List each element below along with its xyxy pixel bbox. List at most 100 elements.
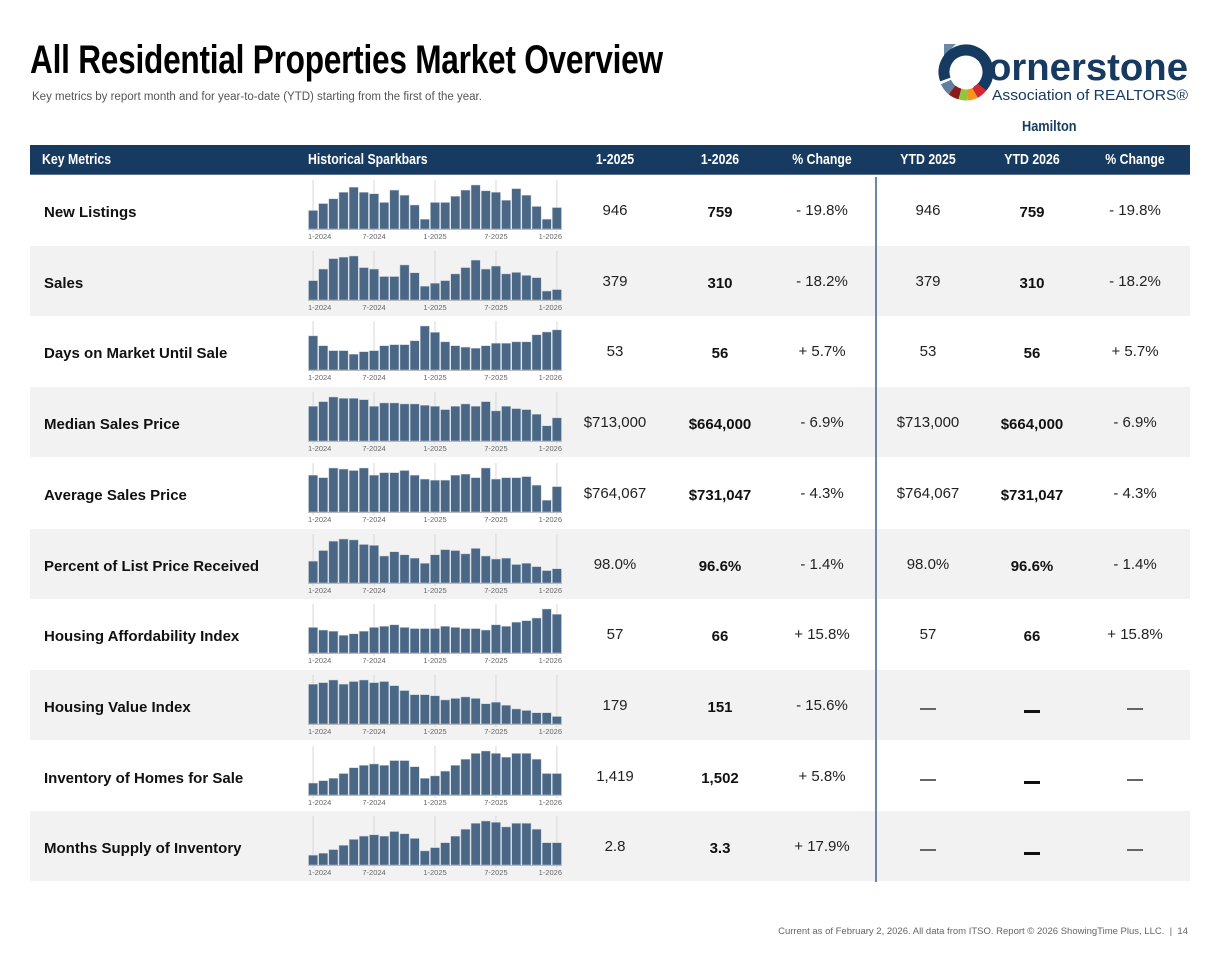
table-row: Months Supply of Inventory 1-2024 7-2024 1-…: [30, 811, 1190, 882]
sparkbar-bar: [338, 683, 349, 725]
value-ytd-2025: [878, 700, 978, 717]
sparkbar-bar: [399, 759, 410, 795]
sparkbar-bar: [409, 474, 420, 513]
sparkbar-bar: [420, 777, 430, 795]
value-month-2026: 3.3: [709, 840, 731, 858]
region-label: Hamilton: [1022, 118, 1077, 135]
value-month-2025: 53: [606, 343, 624, 361]
sparkbar-axis-label: 1-2025: [423, 515, 446, 523]
metric-label: New Listings: [44, 204, 137, 221]
sparkbar-axis-label: 1-2024: [308, 373, 331, 381]
sparkbar-bar: [389, 685, 400, 725]
sparkbar-bar: [308, 560, 318, 583]
sparkbar-bar: [389, 831, 400, 866]
sparkbar-axis-label: 1-2025: [423, 303, 446, 311]
sparkbar-bar: [460, 628, 471, 654]
value-ytd-change: - 6.9%: [1113, 414, 1157, 432]
sparkbar-bar: [318, 268, 329, 300]
sparkbar-bar: [511, 563, 522, 583]
sparkbar-bar: [470, 628, 481, 654]
sparkbar-bar: [399, 833, 410, 866]
page-title: All Residential Properties Market Overvi…: [30, 38, 663, 82]
sparkbar-bar: [480, 401, 491, 442]
sparkbar-bar: [409, 838, 420, 866]
value-month-change: + 5.7%: [798, 343, 846, 361]
table-row: Sales 1-2024 7-2024 1-2025 7-2025 1-2026 379 31…: [30, 245, 1190, 316]
sparkbar-bar: [531, 414, 542, 442]
sparkbar-bar: [328, 467, 339, 513]
sparkbar-bar: [552, 288, 562, 300]
value-ytd-2026: 96.6%: [1010, 557, 1054, 575]
sparkbar-axis-label: 7-2025: [484, 303, 507, 311]
table-row: Median Sales Price 1-2024 7-2024 1-2025 7-20…: [30, 387, 1190, 458]
sparkbar-bar: [348, 681, 359, 725]
col-month-2026: 1-2026: [700, 151, 740, 168]
value-ytd-change: + 15.8%: [1107, 626, 1163, 644]
sparkbar-axis-label: 1-2026: [539, 656, 562, 664]
sparkbar-axis-label: 7-2024: [362, 798, 385, 806]
sparkbar-bar: [308, 855, 318, 866]
sparkbar-bar: [389, 402, 400, 442]
sparkbar-bar: [501, 273, 511, 300]
sparkbar-bar: [541, 425, 552, 442]
sparkbar-axis-label: 7-2024: [362, 232, 385, 240]
sparkbar-chart: 1-2024 7-2024 1-2025 7-2025 1-2026: [308, 745, 562, 806]
sparkbar-bar: [409, 628, 420, 654]
sparkbar-bar: [480, 190, 491, 230]
sparkbar-bar: [379, 626, 390, 654]
table-row: Housing Affordability Index 1-2024 7-2024 1…: [30, 599, 1190, 669]
value-ytd-change: - 4.3%: [1113, 484, 1157, 502]
value-ytd-2026: $664,000: [1000, 416, 1064, 434]
sparkbar-bar: [552, 330, 562, 371]
sparkbar-bar: [531, 712, 542, 725]
sparkbar-bar: [430, 695, 440, 725]
no-data-dash: [920, 707, 936, 710]
no-data-dash: [920, 778, 936, 781]
value-ytd-change: [1085, 700, 1185, 717]
sparkbar-bar: [531, 829, 542, 866]
sparkbar-axis-label: 7-2024: [362, 373, 385, 381]
sparkbar-bar: [450, 764, 461, 795]
sparkbar-bar: [450, 549, 461, 583]
sparkbar-bar: [521, 620, 532, 654]
sparkbar-bar: [511, 752, 522, 795]
sparkbar-bar: [379, 681, 390, 725]
sparkbar-bar: [409, 272, 420, 300]
sparkbar-bar: [348, 539, 359, 583]
sparkbar-axis-label: 7-2025: [484, 232, 507, 240]
sparkbar-bar: [552, 417, 562, 442]
sparkbar-bar: [470, 752, 481, 795]
sparkbar-bar: [308, 406, 318, 442]
sparkbar-axis-label: 1-2024: [308, 656, 331, 664]
sparkbar-bar: [470, 477, 481, 513]
sparkbar-bar: [501, 756, 511, 795]
sparkbar-axis-label: 1-2025: [423, 373, 446, 381]
sparkbar-bar: [369, 268, 379, 300]
sparkbar-bar: [348, 470, 359, 513]
sparkbar-bar: [531, 565, 542, 583]
sparkbar-bar: [470, 547, 481, 583]
table-row: Inventory of Homes for Sale 1-2024 7-2024 1…: [30, 741, 1190, 811]
sparkbar-bar: [460, 696, 471, 725]
footer-separator: |: [1167, 926, 1175, 937]
sparkbar-bar: [359, 266, 369, 300]
value-month-2025: 946: [602, 202, 628, 219]
sparkbar-bar: [470, 184, 481, 230]
sparkbar-bar: [369, 544, 379, 583]
sparkbar-bar: [501, 477, 511, 513]
sparkbar-bar: [369, 406, 379, 442]
value-ytd-2025: 57: [919, 626, 937, 644]
sparkbar-bar: [541, 218, 552, 230]
sparkbar-bar: [338, 192, 349, 230]
sparkbar-axis-label: 1-2026: [539, 798, 562, 806]
table-row: Percent of List Price Received 1-2024 7-20…: [30, 528, 1190, 599]
sparkbar-bar: [541, 290, 552, 300]
sparkbar-axis-label: 1-2025: [423, 727, 446, 735]
sparkbar-bar: [318, 401, 329, 442]
sparkbar-axis-label: 7-2025: [484, 515, 507, 523]
sparkbar-bar: [440, 842, 450, 866]
logo-text-sub: Association of REALTORS®: [992, 88, 1188, 104]
sparkbar-bar: [369, 763, 379, 795]
sparkbar-bar: [521, 752, 532, 795]
sparkbar-bar: [460, 758, 471, 795]
